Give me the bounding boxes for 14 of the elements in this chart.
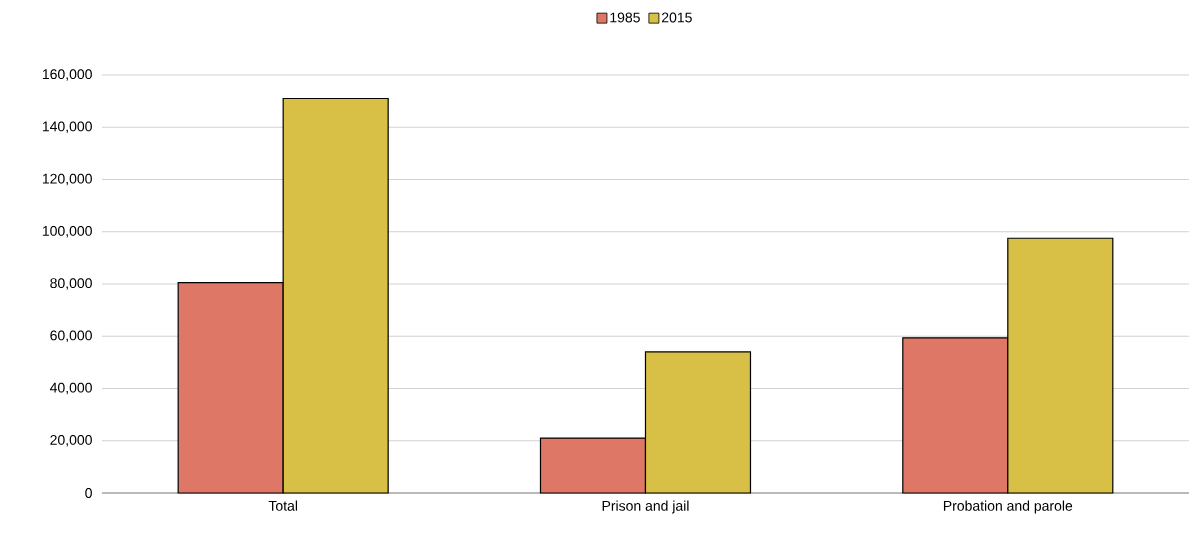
y-tick-label: 0 bbox=[85, 488, 92, 498]
y-tick-label: 100,000 bbox=[42, 225, 92, 238]
legend-label: 1985 bbox=[610, 12, 640, 23]
y-tick-label: 40,000 bbox=[49, 382, 92, 395]
y-tick-label: 80,000 bbox=[50, 278, 92, 290]
y-tick-label: 160,000 bbox=[42, 69, 92, 81]
y-tick-label: 60,000 bbox=[50, 330, 92, 343]
y-tick-label: 120,000 bbox=[42, 173, 92, 186]
y-tick-label: 20,000 bbox=[50, 434, 92, 447]
y-tick-label: 140,000 bbox=[42, 121, 92, 134]
x-tick-label: Prison and jail bbox=[602, 500, 689, 514]
x-tick-label: Probation and parole bbox=[943, 500, 1073, 514]
x-tick-label: Total bbox=[268, 500, 298, 511]
legend-label: 2015 bbox=[661, 12, 692, 23]
